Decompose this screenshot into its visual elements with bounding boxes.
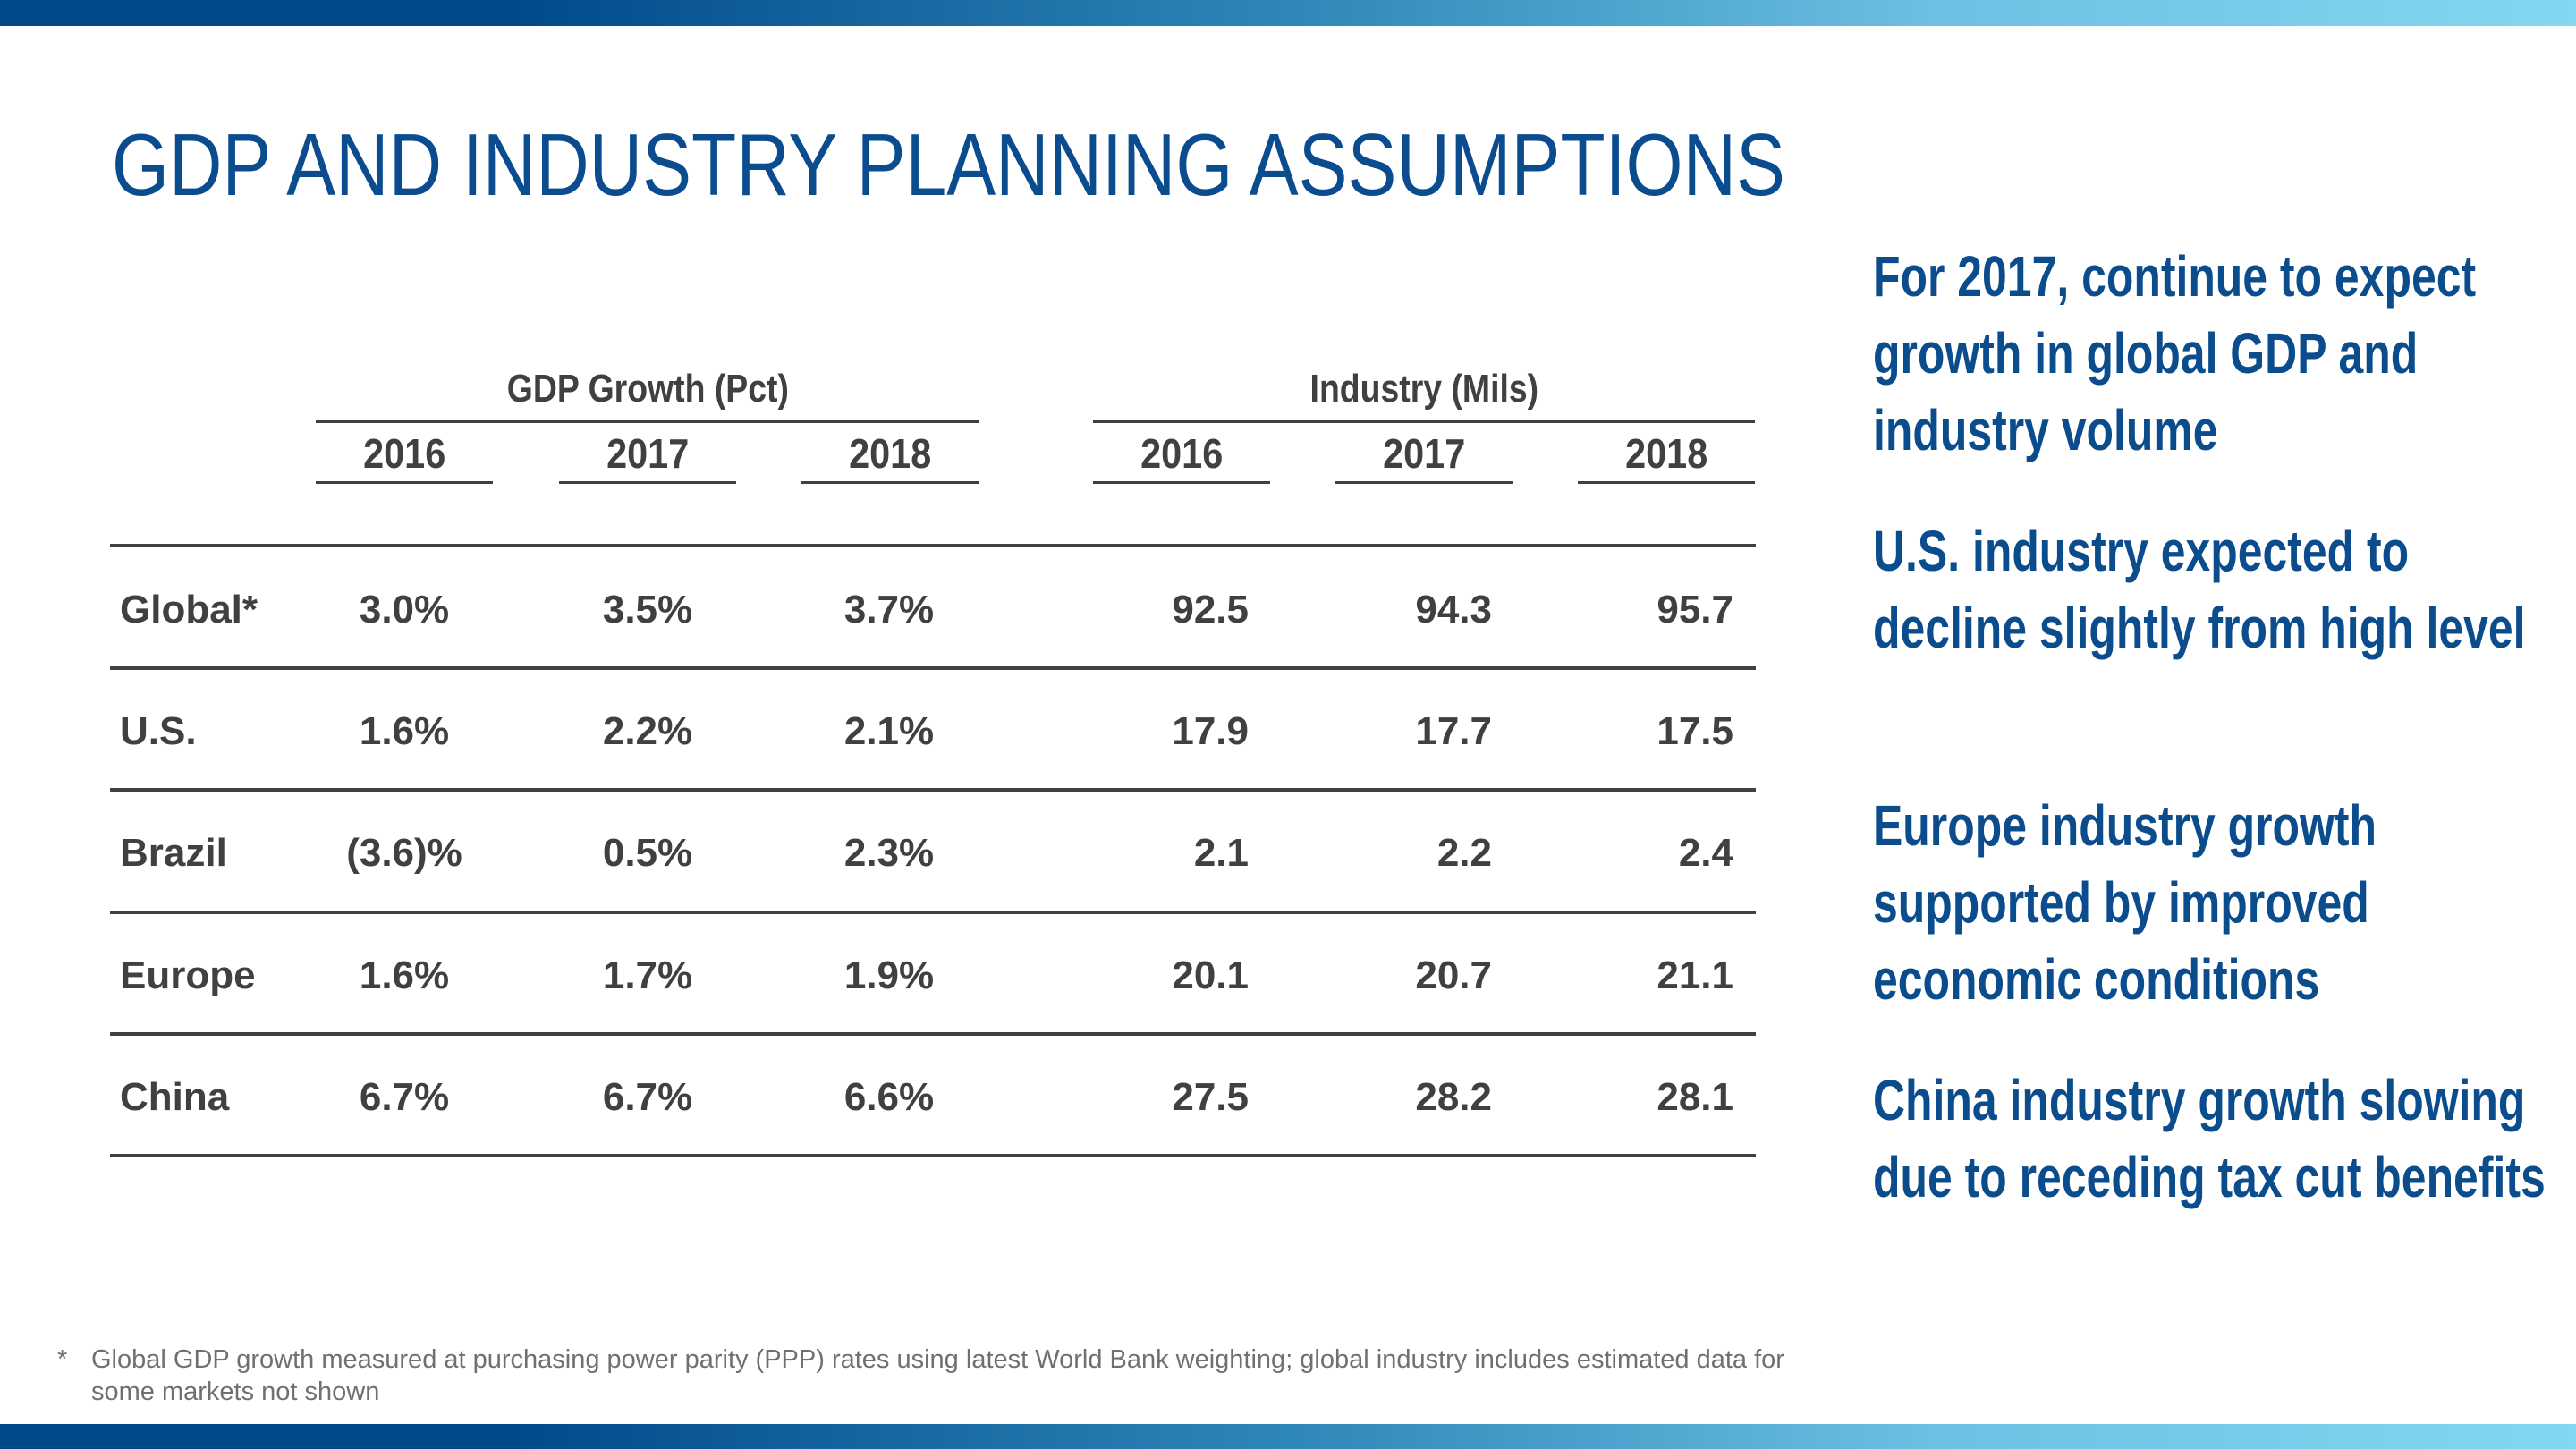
row-divider xyxy=(110,666,1756,670)
gdp-cell: 2.2% xyxy=(602,709,693,753)
row-divider xyxy=(110,1154,1756,1157)
industry-cell: 94.3 xyxy=(1415,588,1492,631)
group-underline xyxy=(1093,420,1755,423)
gdp-cell: 1.6% xyxy=(359,953,450,997)
table-row: Europe 1.6% 1.7% 1.9% 20.1 20.7 21.1 xyxy=(0,931,1789,1021)
year-header: 2018 xyxy=(1624,430,1708,477)
industry-cell: 20.7 xyxy=(1415,953,1492,997)
industry-cell: 95.7 xyxy=(1657,588,1733,631)
page-title: GDP AND INDUSTRY PLANNING ASSUMPTIONS xyxy=(112,115,1785,214)
row-label: Brazil xyxy=(120,831,227,875)
table-row: U.S. 1.6% 2.2% 2.1% 17.9 17.7 17.5 xyxy=(0,687,1789,776)
table-row: China 6.7% 6.7% 6.6% 27.5 28.2 28.1 xyxy=(0,1053,1789,1142)
gdp-cell: (3.6)% xyxy=(346,831,462,875)
gdp-cell: 1.7% xyxy=(602,953,693,997)
commentary-point: China industry growth slowing due to rec… xyxy=(1873,1068,2546,1209)
bottom-accent-bar xyxy=(0,1424,2576,1449)
industry-cell: 17.7 xyxy=(1415,709,1492,753)
gdp-cell: 1.9% xyxy=(843,953,935,997)
gdp-cell: 6.7% xyxy=(359,1075,450,1119)
industry-cell: 17.5 xyxy=(1657,709,1733,753)
year-underline xyxy=(1335,481,1513,484)
year-underline xyxy=(801,481,979,484)
row-divider xyxy=(110,788,1756,792)
footnote-marker: * xyxy=(57,1345,68,1374)
group-header-industry: Industry (Mils) xyxy=(1309,367,1538,411)
commentary-point: For 2017, continue to expect growth in g… xyxy=(1873,244,2477,462)
gdp-cell: 6.6% xyxy=(843,1075,935,1119)
gdp-cell: 2.3% xyxy=(843,831,935,875)
gdp-cell: 1.6% xyxy=(359,709,450,753)
row-divider xyxy=(110,544,1756,547)
gdp-cell: 2.1% xyxy=(843,709,935,753)
industry-cell: 2.2 xyxy=(1436,831,1492,875)
row-label: Global* xyxy=(120,588,258,631)
row-label: China xyxy=(120,1075,230,1119)
year-underline xyxy=(559,481,736,484)
footnote-text: Global GDP growth measured at purchasing… xyxy=(91,1345,1784,1406)
gdp-cell: 0.5% xyxy=(602,831,693,875)
row-divider xyxy=(110,1032,1756,1036)
year-header: 2016 xyxy=(362,430,446,477)
table-row: Brazil (3.6)% 0.5% 2.3% 2.1 2.2 2.4 xyxy=(0,809,1789,898)
group-underline xyxy=(316,420,979,423)
industry-cell: 2.1 xyxy=(1193,831,1249,875)
year-header: 2017 xyxy=(606,430,690,477)
commentary-point: Europe industry growth supported by impr… xyxy=(1873,793,2377,1012)
gdp-cell: 3.0% xyxy=(359,588,450,631)
gdp-cell: 3.7% xyxy=(843,588,935,631)
year-underline xyxy=(1578,481,1755,484)
industry-cell: 17.9 xyxy=(1172,709,1249,753)
industry-cell: 21.1 xyxy=(1657,953,1733,997)
industry-cell: 92.5 xyxy=(1172,588,1249,631)
gdp-cell: 3.5% xyxy=(602,588,693,631)
industry-cell: 27.5 xyxy=(1172,1075,1249,1119)
row-label: Europe xyxy=(120,953,256,997)
top-accent-bar xyxy=(0,0,2576,26)
year-header: 2016 xyxy=(1140,430,1224,477)
industry-cell: 28.1 xyxy=(1657,1075,1733,1119)
year-header: 2017 xyxy=(1382,430,1466,477)
gdp-cell: 6.7% xyxy=(602,1075,693,1119)
group-header-gdp: GDP Growth (Pct) xyxy=(506,367,789,411)
row-divider xyxy=(110,911,1756,914)
year-header: 2018 xyxy=(848,430,932,477)
year-underline xyxy=(316,481,493,484)
industry-cell: 2.4 xyxy=(1678,831,1733,875)
industry-cell: 28.2 xyxy=(1415,1075,1492,1119)
year-underline xyxy=(1093,481,1270,484)
commentary-point: U.S. industry expected to decline slight… xyxy=(1873,519,2526,660)
table-row: Global* 3.0% 3.5% 3.7% 92.5 94.3 95.7 xyxy=(0,565,1789,655)
row-label: U.S. xyxy=(120,709,197,753)
industry-cell: 20.1 xyxy=(1172,953,1249,997)
